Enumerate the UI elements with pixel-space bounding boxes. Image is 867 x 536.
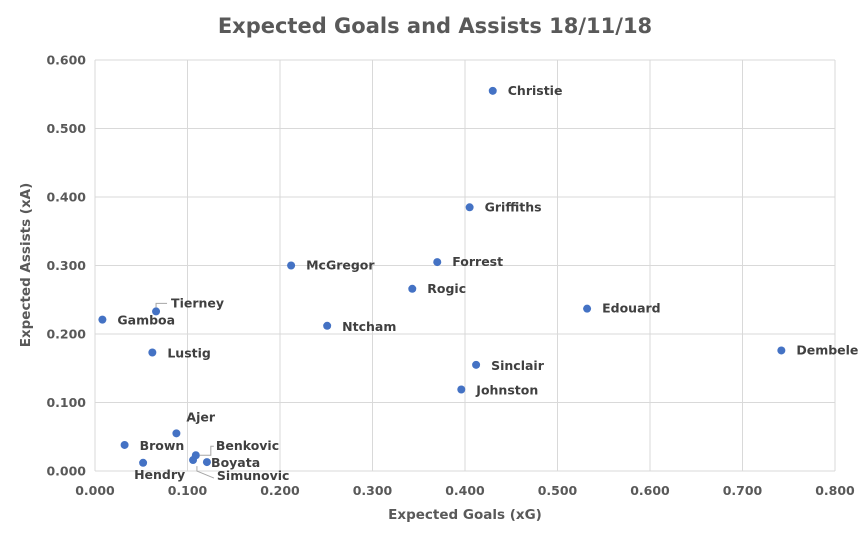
leader-lines	[155, 302, 215, 479]
label-hendry: Hendry	[134, 467, 185, 482]
label-christie: Christie	[508, 83, 563, 98]
x-tick-label: 0.100	[168, 483, 208, 498]
chart-title: Expected Goals and Assists 18/11/18	[218, 14, 652, 38]
point-labels: Christie Griffiths Forrest McGregor Rogic Edo…	[117, 83, 858, 483]
label-tierney: Tierney	[171, 295, 224, 310]
label-forrest: Forrest	[452, 254, 503, 269]
y-tick-label: 0.100	[46, 395, 86, 410]
y-tick-label: 0.600	[46, 53, 86, 68]
point-dembele	[777, 346, 786, 355]
x-tick-label: 0.700	[723, 483, 763, 498]
x-tick-label: 0.200	[260, 483, 300, 498]
point-tierney	[152, 307, 161, 316]
point-christie	[488, 86, 497, 95]
leader-line-simunovic	[196, 466, 215, 479]
y-tick-label: 0.500	[46, 121, 86, 136]
x-tick-label: 0.300	[353, 483, 393, 498]
label-edouard: Edouard	[602, 301, 661, 316]
label-rogic: Rogic	[427, 281, 466, 296]
x-tick-label: 0.500	[538, 483, 578, 498]
label-ajer: Ajer	[186, 409, 215, 424]
point-gamboa	[98, 315, 107, 324]
x-axis-title: Expected Goals (xG)	[388, 507, 542, 523]
x-tick-label: 0.400	[445, 483, 485, 498]
point-mcgregor	[287, 261, 296, 270]
data-points	[98, 86, 786, 467]
point-boyata	[189, 456, 198, 465]
y-tick-label: 0.400	[46, 190, 86, 205]
point-brown	[120, 440, 129, 449]
point-griffiths	[465, 203, 474, 212]
point-rogic	[408, 284, 417, 293]
point-johnston	[457, 385, 466, 394]
label-mcgregor: McGregor	[306, 258, 375, 273]
x-tick-label: 0.800	[815, 483, 855, 498]
point-ntcham	[323, 321, 332, 330]
label-lustig: Lustig	[167, 345, 211, 360]
label-johnston: Johnston	[475, 382, 538, 397]
label-gamboa: Gamboa	[117, 313, 175, 328]
label-dembele: Dembele	[796, 342, 858, 357]
leader-line-benkovic	[199, 445, 214, 456]
point-simunovic	[202, 458, 211, 467]
label-ntcham: Ntcham	[342, 319, 396, 334]
label-boyata: Boyata	[211, 455, 260, 470]
point-hendry	[139, 458, 148, 467]
y-tick-label: 0.000	[46, 464, 86, 479]
x-tick-label: 0.000	[75, 483, 115, 498]
x-tick-label: 0.600	[630, 483, 670, 498]
label-griffiths: Griffiths	[485, 199, 542, 214]
point-edouard	[583, 304, 592, 313]
label-benkovic: Benkovic	[216, 438, 279, 453]
point-lustig	[148, 348, 157, 357]
label-simunovic: Simunovic	[217, 468, 290, 483]
y-axis-title: Expected Assists (xA)	[18, 183, 34, 348]
y-tick-label: 0.200	[46, 327, 86, 342]
label-sinclair: Sinclair	[491, 358, 545, 373]
point-ajer	[172, 429, 181, 438]
label-brown: Brown	[140, 438, 185, 453]
tick-labels: 0.000 0.100 0.200 0.300 0.400 0.500 0.600 0.700…	[46, 53, 855, 499]
y-tick-label: 0.300	[46, 258, 86, 273]
leader-line-tierney	[155, 302, 168, 308]
point-sinclair	[472, 360, 481, 369]
gridlines	[94, 59, 836, 472]
point-forrest	[433, 258, 442, 267]
